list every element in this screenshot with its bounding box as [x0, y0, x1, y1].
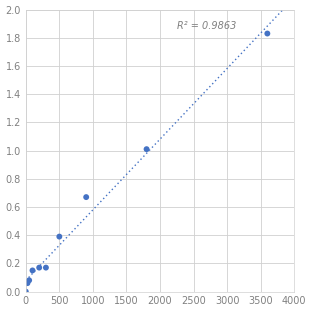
Point [30, 268, 35, 273]
Point [144, 147, 149, 152]
Point [84, 195, 89, 200]
Point [37, 265, 42, 270]
Point [57, 234, 62, 239]
Point [265, 31, 270, 36]
Point [43, 265, 48, 270]
Point [23, 289, 28, 294]
Point [27, 278, 32, 283]
Text: R² = 0.9863: R² = 0.9863 [177, 22, 236, 32]
Point [25, 280, 30, 285]
